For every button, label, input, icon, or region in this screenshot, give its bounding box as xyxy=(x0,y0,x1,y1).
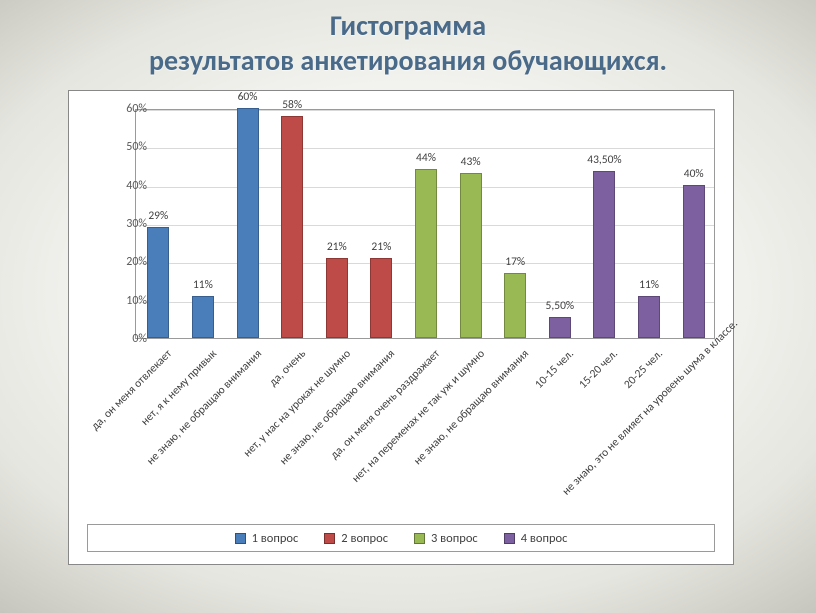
bar xyxy=(683,185,705,338)
legend-item: 1 вопрос xyxy=(235,531,299,546)
legend-item: 3 вопрос xyxy=(414,531,478,546)
y-tick-label: 20% xyxy=(103,255,147,269)
bar-value-label: 29% xyxy=(148,209,168,223)
y-tick-label: 30% xyxy=(103,217,147,231)
y-tick-label: 0% xyxy=(103,332,147,346)
bar xyxy=(638,296,660,338)
legend-label: 4 вопрос xyxy=(521,531,568,546)
bar xyxy=(237,108,259,338)
chart-frame: 29% 11% 60% 58% 21% 21% 44% 43% 17% 5,50% 43,50% 11… xyxy=(68,90,734,565)
legend-label: 3 вопрос xyxy=(431,531,478,546)
legend-swatch xyxy=(504,533,515,544)
legend-label: 1 вопрос xyxy=(252,531,299,546)
bar-value-label: 11% xyxy=(639,278,659,292)
plot-area: 29%11%60%58%21%21%44%43%17%5,50%43,50%11… xyxy=(135,109,715,339)
y-tick-label: 10% xyxy=(103,294,147,308)
bar xyxy=(549,317,571,338)
slide: Гистограмма результатов анкетирования об… xyxy=(0,0,816,613)
legend-item: 4 вопрос xyxy=(504,531,568,546)
bar-value-label: 43% xyxy=(461,155,481,169)
gridline xyxy=(136,110,714,111)
title-line-1: Гистограмма xyxy=(0,8,816,43)
y-tick-label: 50% xyxy=(103,140,147,154)
legend-swatch xyxy=(414,533,425,544)
bar xyxy=(593,171,615,338)
bar xyxy=(460,173,482,338)
bar xyxy=(281,116,303,338)
bar-value-label: 17% xyxy=(505,255,525,269)
bar xyxy=(370,258,392,339)
y-tick-label: 60% xyxy=(103,102,147,116)
bar-value-label: 5,50% xyxy=(546,299,575,313)
bar xyxy=(326,258,348,339)
bar xyxy=(147,227,169,338)
bar-value-label: 21% xyxy=(371,240,391,254)
bar xyxy=(415,169,437,338)
legend-item: 2 вопрос xyxy=(324,531,388,546)
bar-value-label: 40% xyxy=(684,167,704,181)
bar-value-label: 58% xyxy=(282,98,302,112)
slide-title: Гистограмма результатов анкетирования об… xyxy=(0,0,816,78)
bar-value-label: 11% xyxy=(193,278,213,292)
legend-swatch xyxy=(324,533,335,544)
y-tick-label: 40% xyxy=(103,179,147,193)
bar-value-label: 43,50% xyxy=(587,153,621,167)
legend-swatch xyxy=(235,533,246,544)
bar-value-label: 44% xyxy=(416,151,436,165)
bar-value-label: 60% xyxy=(238,90,258,104)
bar xyxy=(192,296,214,338)
bar-value-label: 21% xyxy=(327,240,347,254)
chart-legend: 1 вопрос 2 вопрос 3 вопрос 4 вопрос xyxy=(87,524,715,552)
title-line-2: результатов анкетирования обучающихся. xyxy=(0,43,816,78)
legend-label: 2 вопрос xyxy=(341,531,388,546)
gridline xyxy=(136,148,714,149)
bar xyxy=(504,273,526,338)
x-axis-labels: да, он меня отвлекаетнет, я к нему привы… xyxy=(135,343,715,513)
